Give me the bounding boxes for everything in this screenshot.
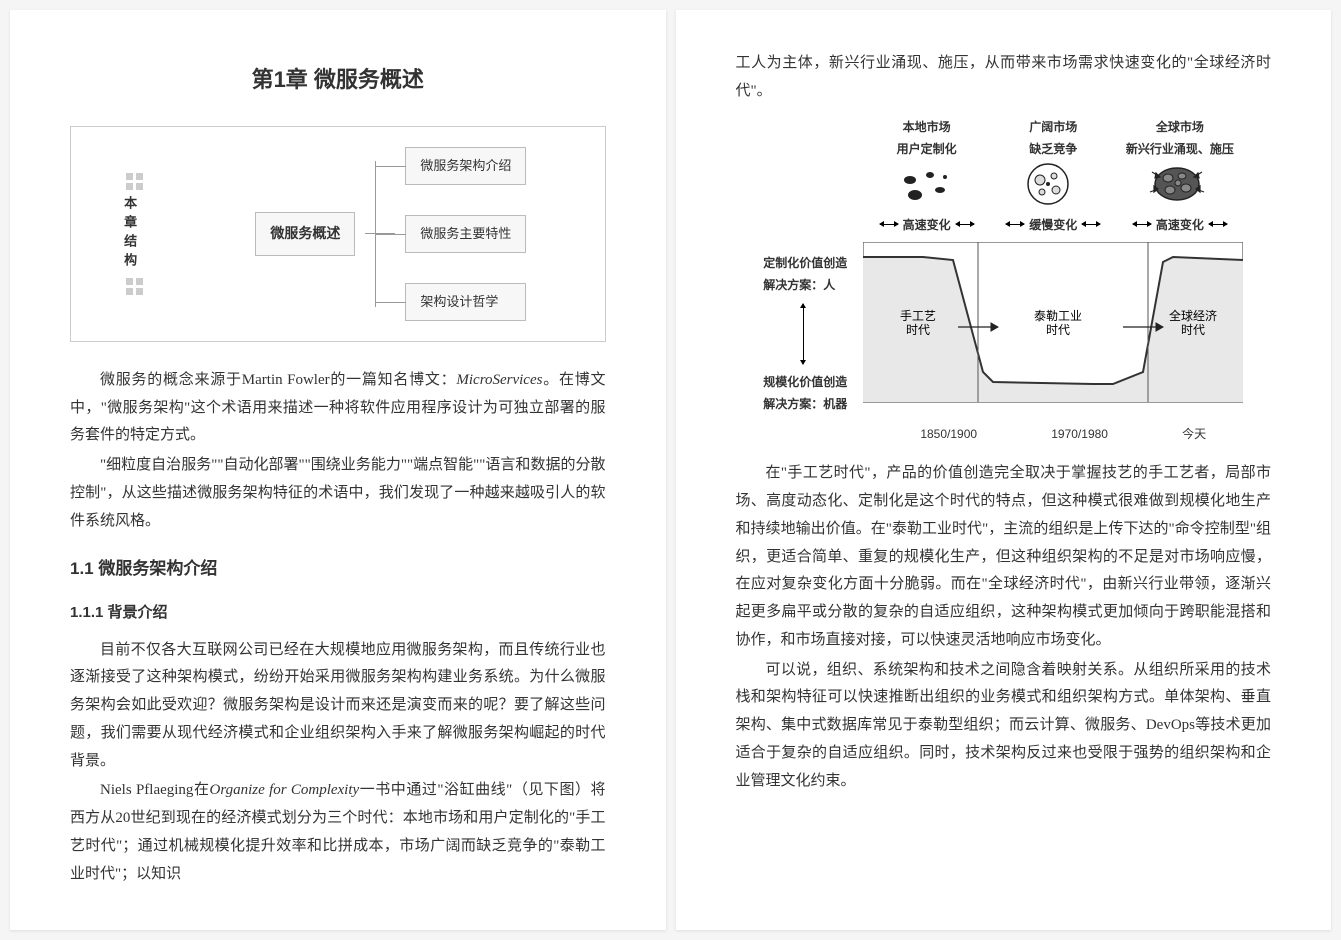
market-col: 广阔市场 缺乏竞争	[990, 116, 1117, 160]
market-title: 全球市场	[1117, 116, 1244, 138]
italic-term: Organize for Complexity	[210, 782, 360, 798]
y-axis-labels: 定制化价值创造 解决方案：人 规模化价值创造 解决方案：机器	[763, 242, 863, 445]
page-1: 第1章 微服务概述 本章结构 微服务概述 微服务架构介绍 微服务主要特性 架构设…	[10, 10, 666, 930]
change-label: 缓慢变化	[1003, 214, 1103, 236]
market-col: 全球市场 新兴行业涌现、施压	[1117, 116, 1244, 160]
decoration-dots-bottom	[126, 278, 143, 295]
y-bot-sub: 解决方案：机器	[763, 393, 858, 415]
paragraph: 在"手工艺时代"，产品的价值创造完全取决于掌握技艺的手工艺者，局部市场、高度动态…	[736, 460, 1272, 654]
branch-item: 微服务主要特性	[405, 215, 526, 253]
x-axis-labels: 1850/1900 1970/1980 今天	[863, 423, 1243, 445]
paragraph: 目前不仅各大互联网公司已经在大规模地应用微服务架构，而且传统行业也逐渐接受了这种…	[70, 637, 606, 776]
chapter-title: 第1章 微服务概述	[70, 60, 606, 101]
market-sub: 缺乏竞争	[990, 138, 1117, 160]
market-sub: 新兴行业涌现、施压	[1117, 138, 1244, 160]
structure-side-label: 本章结构	[81, 167, 187, 301]
branch-item: 微服务架构介绍	[405, 147, 526, 185]
market-title: 本地市场	[863, 116, 990, 138]
text-run: 微服务的概念来源于Martin Fowler的一篇知名博文：	[100, 372, 456, 388]
wide-market-icon	[1018, 162, 1078, 207]
market-title: 广阔市场	[990, 116, 1117, 138]
paragraph: 可以说，组织、系统架构和技术之间隐含着映射关系。从组织所采用的技术栈和架构特征可…	[736, 657, 1272, 796]
local-market-icon	[895, 165, 955, 205]
market-col: 本地市场 用户定制化	[863, 116, 990, 160]
paragraph: 工人为主体，新兴行业涌现、施压，从而带来市场需求快速变化的"全球经济时代"。	[736, 50, 1272, 106]
change-label: 高速变化	[1130, 214, 1230, 236]
paragraph: 微服务的概念来源于Martin Fowler的一篇知名博文：MicroServi…	[70, 367, 606, 450]
x-label: 1850/1900	[920, 423, 977, 445]
change-label: 高速变化	[877, 214, 977, 236]
bathtub-svg: 手工艺时代 泰勒工业时代 全球经济时代	[863, 242, 1243, 412]
heading-2: 1.1 微服务架构介绍	[70, 553, 606, 584]
structure-side-text: 本章结构	[117, 196, 141, 272]
y-top-sub: 解决方案：人	[763, 274, 858, 296]
chapter-structure-diagram: 本章结构 微服务概述 微服务架构介绍 微服务主要特性 架构设计哲学	[70, 126, 606, 342]
paragraph: "细粒度自治服务""自动化部署""围绕业务能力""端点智能""语言和数据的分散控…	[70, 452, 606, 535]
structure-center-node: 微服务概述	[255, 212, 355, 256]
bathtub-chart: 手工艺时代 泰勒工业时代 全球经济时代 1850/1900 1970/	[863, 242, 1243, 445]
change-speed-row: 高速变化 缓慢变化 高速变化	[863, 214, 1243, 236]
y-bot-label: 规模化价值创造	[763, 371, 858, 393]
branch-item: 架构设计哲学	[405, 283, 526, 321]
global-market-icon	[1142, 162, 1212, 207]
y-top-label: 定制化价值创造	[763, 252, 858, 274]
paragraph: Niels Pflaeging在Organize for Complexity一…	[70, 777, 606, 888]
x-label: 今天	[1182, 423, 1206, 445]
heading-3: 1.1.1 背景介绍	[70, 599, 606, 627]
x-label: 1970/1980	[1051, 423, 1108, 445]
italic-term: MicroServices	[456, 372, 542, 388]
page-2: 工人为主体，新兴行业涌现、施压，从而带来市场需求快速变化的"全球经济时代"。 本…	[676, 10, 1332, 930]
bathtub-curve-figure: 本地市场 用户定制化 广阔市场 缺乏竞争 全球市场 新兴行业涌现、施压	[763, 116, 1243, 446]
y-axis-arrow	[803, 304, 804, 364]
text-run: Niels Pflaeging在	[100, 782, 210, 798]
structure-branches: 微服务架构介绍 微服务主要特性 架构设计哲学	[405, 147, 526, 321]
market-sub: 用户定制化	[863, 138, 990, 160]
market-icons-row	[863, 160, 1243, 210]
market-headers: 本地市场 用户定制化 广阔市场 缺乏竞争 全球市场 新兴行业涌现、施压	[863, 116, 1243, 160]
decoration-dots-top	[126, 173, 143, 190]
